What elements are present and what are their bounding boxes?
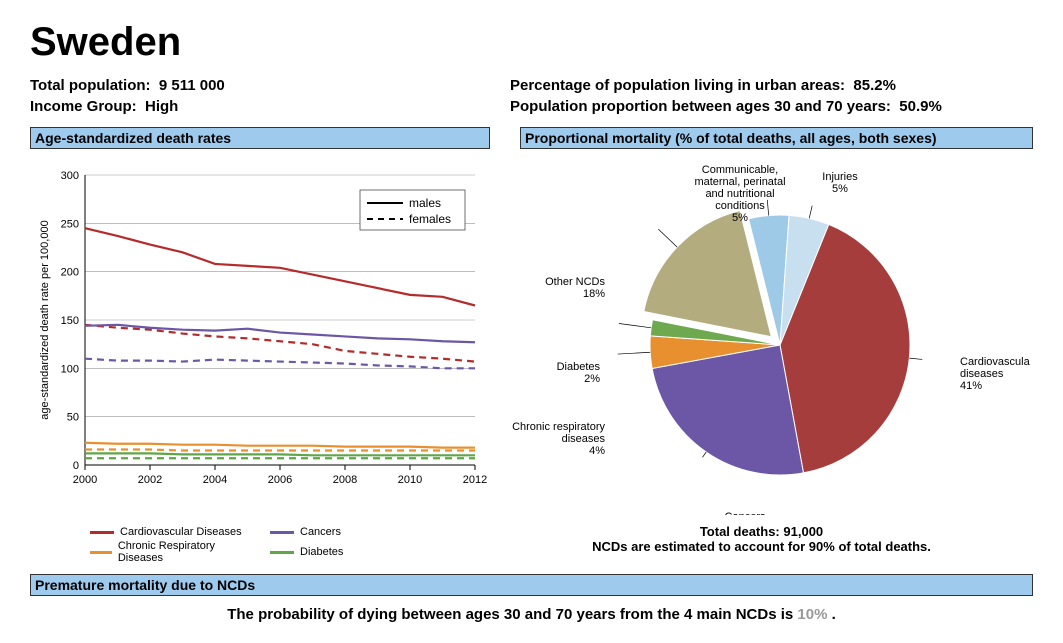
pie-chart: Cardiovasculardiseases41%Cancers25%Chron… xyxy=(490,155,1030,515)
series-legend: Cardiovascular Diseases Cancers Chronic Re… xyxy=(30,526,490,564)
footer-pct: 10% xyxy=(797,606,827,623)
pie-footer: Total deaths: 91,000 NCDs are estimated … xyxy=(490,524,1033,554)
svg-text:females: females xyxy=(409,212,451,226)
svg-text:Chronic respiratory: Chronic respiratory xyxy=(512,421,605,433)
total-deaths-value: 91,000 xyxy=(783,524,823,539)
footer-after: . xyxy=(832,606,836,623)
svg-text:Cancers: Cancers xyxy=(725,511,766,515)
svg-text:2004: 2004 xyxy=(203,474,227,486)
svg-text:18%: 18% xyxy=(583,288,605,300)
svg-text:5%: 5% xyxy=(732,212,748,224)
legend-item: Cancers xyxy=(270,526,430,538)
agerange-value: 50.9% xyxy=(899,98,942,115)
meta-row-1: Total population: 9 511 000 Percentage o… xyxy=(30,77,1033,94)
line-chart: 0 50 100 150 200 250 300 2000 2002 2004 2006 2008 20… xyxy=(30,155,490,515)
svg-text:Communicable,: Communicable, xyxy=(702,164,778,176)
legend-item: Chronic Respiratory Diseases xyxy=(90,540,250,564)
svg-text:2%: 2% xyxy=(584,373,600,385)
ncd-note: NCDs are estimated to account for 90% of… xyxy=(592,539,931,554)
section-line-title: Age-standardized death rates xyxy=(30,127,490,149)
svg-text:4%: 4% xyxy=(589,445,605,457)
svg-text:41%: 41% xyxy=(960,380,982,392)
svg-text:300: 300 xyxy=(61,170,79,182)
svg-text:2008: 2008 xyxy=(333,474,357,486)
svg-text:2010: 2010 xyxy=(398,474,422,486)
svg-text:conditions: conditions xyxy=(715,200,765,212)
income-value: High xyxy=(145,98,178,115)
line-chart-panel: 0 50 100 150 200 250 300 2000 2002 2004 2006 2008 20… xyxy=(30,155,490,564)
svg-text:200: 200 xyxy=(61,267,79,279)
svg-text:diseases: diseases xyxy=(562,433,606,445)
svg-text:diseases: diseases xyxy=(960,368,1004,380)
svg-text:maternal, perinatal: maternal, perinatal xyxy=(694,176,785,188)
agerange-label: Population proportion between ages 30 an… xyxy=(510,98,891,115)
pie-chart-panel: Cardiovasculardiseases41%Cancers25%Chron… xyxy=(490,155,1033,564)
svg-text:50: 50 xyxy=(67,412,79,424)
urban-value: 85.2% xyxy=(853,77,896,94)
population-label: Total population: xyxy=(30,77,151,94)
meta-row-2: Income Group: High Population proportion… xyxy=(30,98,1033,115)
svg-text:2002: 2002 xyxy=(138,474,162,486)
total-deaths-label: Total deaths: xyxy=(700,524,780,539)
svg-text:0: 0 xyxy=(73,460,79,472)
svg-text:age-standardized death rate pe: age-standardized death rate per 100,000 xyxy=(39,220,51,419)
page-title: Sweden xyxy=(30,20,1033,65)
svg-text:150: 150 xyxy=(61,315,79,327)
svg-text:100: 100 xyxy=(61,363,79,375)
svg-text:Cardiovascular: Cardiovascular xyxy=(960,356,1030,368)
svg-text:Diabetes: Diabetes xyxy=(557,361,601,373)
svg-text:Injuries: Injuries xyxy=(822,171,858,183)
svg-text:2000: 2000 xyxy=(73,474,97,486)
population-value: 9 511 000 xyxy=(159,77,225,94)
svg-text:and nutritional: and nutritional xyxy=(705,188,774,200)
legend-item: Cardiovascular Diseases xyxy=(90,526,250,538)
urban-label: Percentage of population living in urban… xyxy=(510,77,845,94)
footer-before: The probability of dying between ages 30… xyxy=(227,606,797,623)
svg-text:250: 250 xyxy=(61,218,79,230)
section-premature-title: Premature mortality due to NCDs xyxy=(30,574,1033,596)
svg-text:males: males xyxy=(409,196,441,210)
svg-text:5%: 5% xyxy=(832,183,848,195)
svg-text:2012: 2012 xyxy=(463,474,487,486)
footer-probability: The probability of dying between ages 30… xyxy=(30,606,1033,623)
svg-text:Other NCDs: Other NCDs xyxy=(545,276,605,288)
section-pie-title: Proportional mortality (% of total death… xyxy=(520,127,1033,149)
svg-text:2006: 2006 xyxy=(268,474,292,486)
income-label: Income Group: xyxy=(30,98,137,115)
legend-item: Diabetes xyxy=(270,540,430,564)
